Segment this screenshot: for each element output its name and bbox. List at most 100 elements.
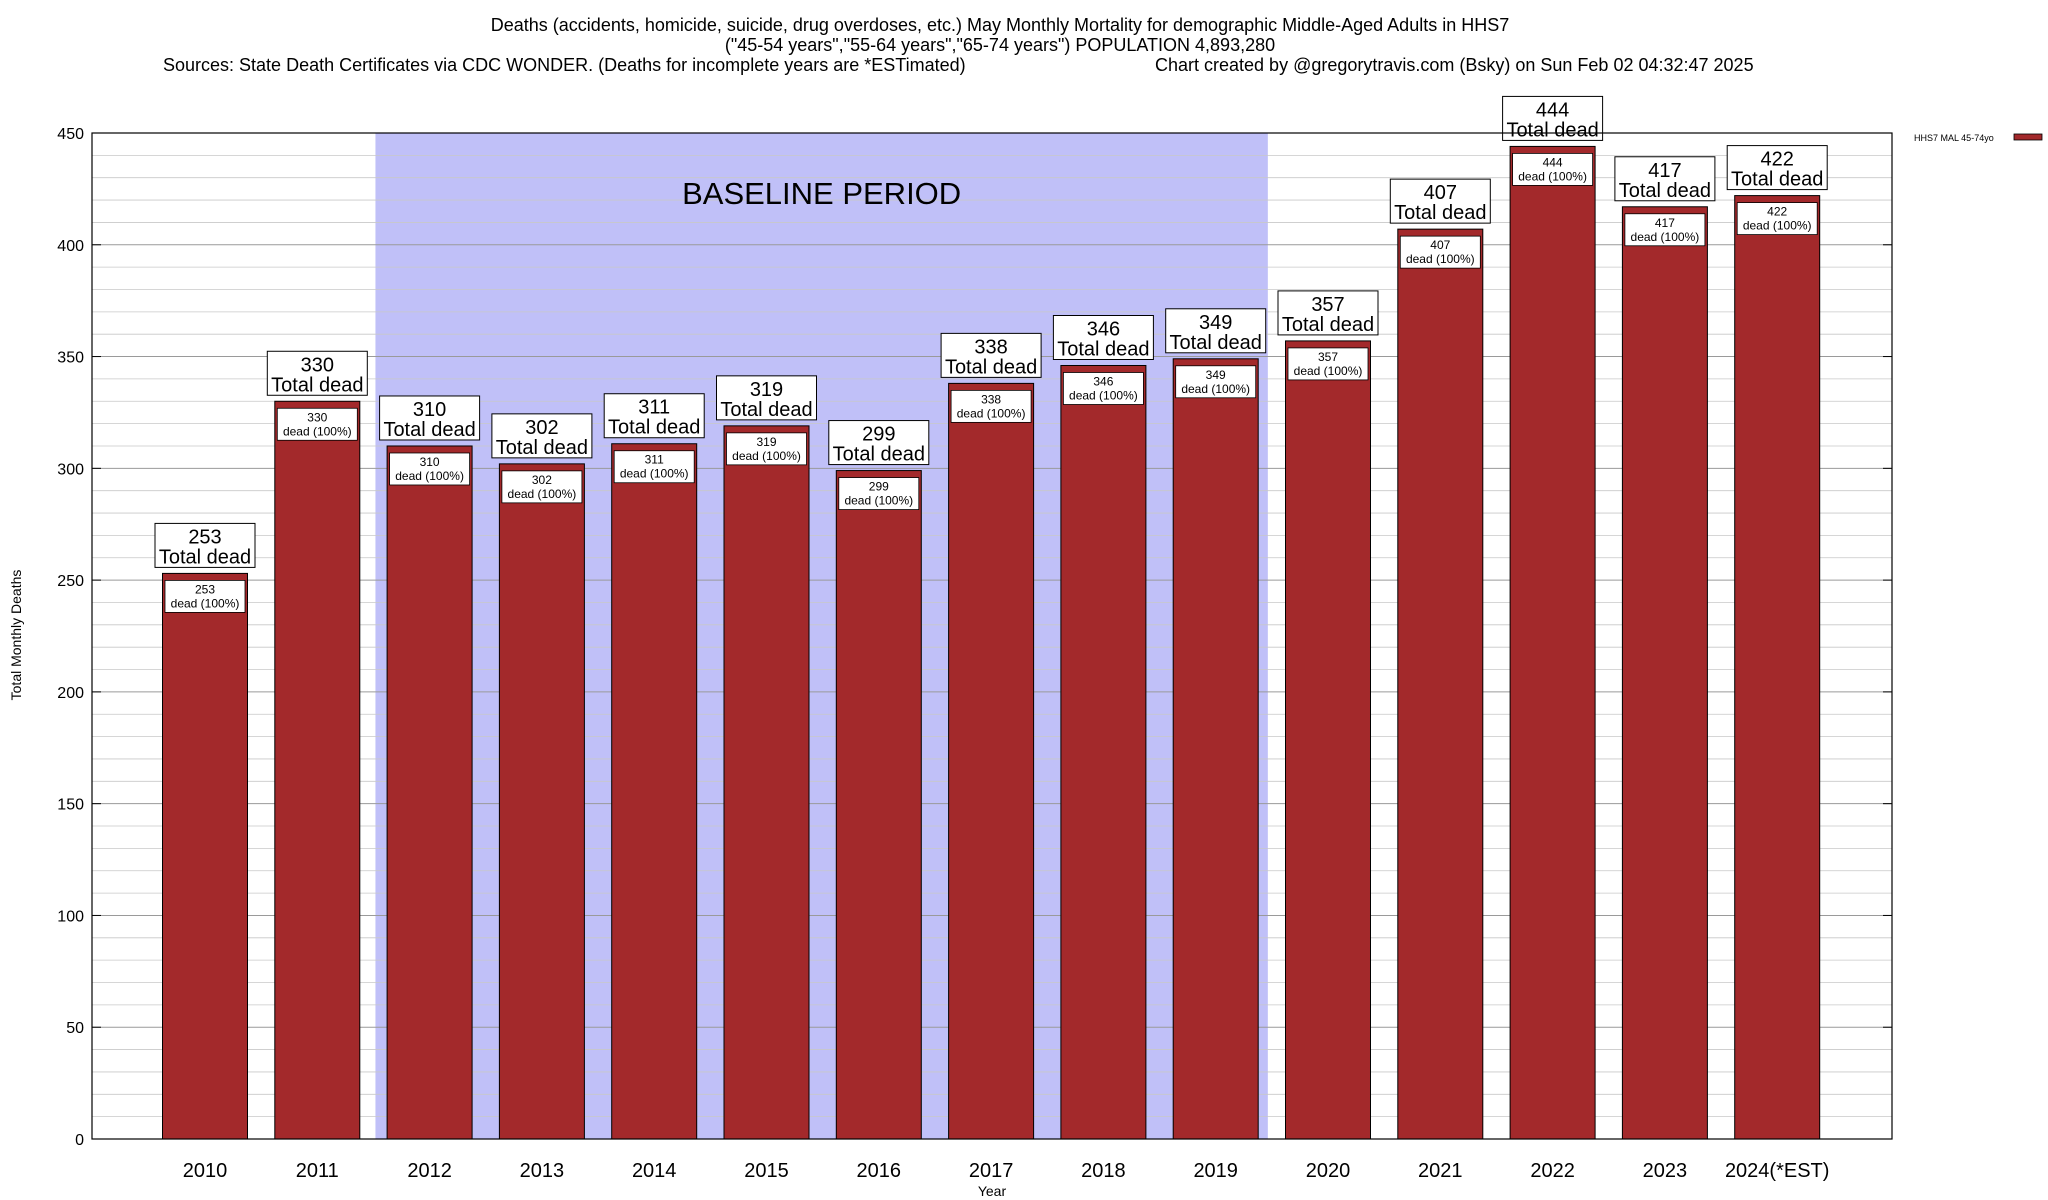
bar-top-label-box xyxy=(1726,145,1828,191)
bar-inner-label: dead (100%) xyxy=(1406,252,1475,266)
plot-frame xyxy=(91,132,1893,1140)
bar-top-value: 346 xyxy=(1087,318,1120,340)
bar xyxy=(1509,145,1596,1140)
bar-top-value: 299 xyxy=(862,424,895,446)
bar xyxy=(274,400,361,1140)
x-tick-label: 2024(*EST) xyxy=(1725,1160,1830,1182)
y-tick-label: 350 xyxy=(57,350,84,367)
bar-inner-label-box xyxy=(613,450,695,484)
bar-inner-label: dead (100%) xyxy=(620,467,689,481)
bar-top-value: 444 xyxy=(1536,99,1569,121)
bar-top-label: Total dead xyxy=(383,419,475,441)
bar-inner-label: dead (100%) xyxy=(844,494,913,508)
bar-top-label: Total dead xyxy=(833,444,925,466)
bar-inner-label-box xyxy=(389,452,471,486)
bar xyxy=(611,443,698,1140)
bar-inner-label-box xyxy=(276,407,358,441)
bar xyxy=(835,470,922,1140)
bar-top-label: Total dead xyxy=(1619,180,1711,202)
bar xyxy=(1397,228,1484,1140)
y-tick-label: 200 xyxy=(57,685,84,702)
bar-inner-label-box xyxy=(726,432,807,466)
bar-inner-label-box xyxy=(1399,235,1481,269)
bar xyxy=(723,425,810,1140)
bar-top-value: 310 xyxy=(413,399,446,421)
bar-top-value: 349 xyxy=(1199,312,1232,334)
x-tick-label: 2011 xyxy=(296,1160,339,1182)
bar-top-value: 357 xyxy=(1311,294,1344,316)
legend-label: HHS7 MAL 45-74yo xyxy=(1914,133,1994,143)
bar-top-value: 319 xyxy=(750,379,783,401)
bar-top-label-box xyxy=(266,350,368,396)
bar-inner-value: 302 xyxy=(532,473,552,487)
bar-top-value: 253 xyxy=(188,526,221,548)
bar-inner-value: 422 xyxy=(1767,205,1787,219)
bar-top-value: 311 xyxy=(638,397,670,419)
chart-title: Deaths (accidents, homicide, suicide, dr… xyxy=(491,15,1509,35)
bar-inner-label: dead (100%) xyxy=(957,406,1026,420)
bar-top-value: 338 xyxy=(974,336,1007,358)
bar-inner-value: 346 xyxy=(1093,374,1113,388)
chart-subtitle: ("45-54 years","55-64 years","65-74 year… xyxy=(725,35,1275,55)
bar-top-value: 417 xyxy=(1648,160,1681,182)
bar xyxy=(948,382,1035,1140)
bar xyxy=(1734,195,1821,1140)
bar-top-value: 330 xyxy=(301,354,334,376)
x-tick-label: 2023 xyxy=(1643,1160,1688,1182)
x-tick-label: 2017 xyxy=(969,1160,1014,1182)
bar-inner-label: dead (100%) xyxy=(1518,169,1587,183)
bar-inner-label-box xyxy=(1063,372,1144,405)
bar-top-value: 407 xyxy=(1424,182,1457,204)
y-tick-label: 150 xyxy=(57,797,84,814)
bar-top-label-box xyxy=(154,522,256,568)
bar-inner-value: 253 xyxy=(195,582,215,596)
bar-inner-label: dead (100%) xyxy=(1181,382,1250,396)
y-axis-title: Total Monthly Deaths xyxy=(8,570,24,701)
bar xyxy=(1060,364,1147,1140)
bar-inner-value: 299 xyxy=(869,480,889,494)
bar-top-label: Total dead xyxy=(1731,169,1823,191)
bar-top-label-box xyxy=(828,420,930,466)
x-tick-label: 2013 xyxy=(520,1160,565,1182)
bar-top-label-box xyxy=(1614,156,1716,202)
bar-top-label-box xyxy=(940,332,1042,378)
x-tick-label: 2015 xyxy=(744,1160,789,1182)
bar-top-label: Total dead xyxy=(1057,338,1149,360)
bar-inner-value: 407 xyxy=(1430,238,1450,252)
bar-top-label: Total dead xyxy=(945,356,1037,378)
bar-top-label-box xyxy=(1165,308,1267,354)
y-tick-label: 0 xyxy=(75,1132,84,1149)
legend-swatch xyxy=(2013,133,2043,141)
bar-inner-label: dead (100%) xyxy=(395,469,464,483)
bar-inner-value: 311 xyxy=(645,453,664,467)
bar-inner-label-box xyxy=(1624,213,1706,247)
bar-top-label: Total dead xyxy=(1282,314,1374,336)
bar-inner-label-box xyxy=(838,477,920,510)
x-tick-label: 2021 xyxy=(1418,1160,1463,1182)
x-tick-label: 2010 xyxy=(183,1160,228,1182)
bar-inner-label-box xyxy=(1287,347,1369,381)
bar-top-label-box xyxy=(603,393,705,439)
baseline-period-label: BASELINE PERIOD xyxy=(682,176,961,211)
sources-note: Sources: State Death Certificates via CD… xyxy=(163,55,966,75)
bar-top-label-box xyxy=(1277,290,1379,336)
bar-inner-label-box xyxy=(1512,153,1593,186)
bar-inner-value: 310 xyxy=(420,455,440,469)
bar-top-label: Total dead xyxy=(720,399,812,421)
bar-inner-label: dead (100%) xyxy=(1069,388,1138,402)
x-tick-label: 2018 xyxy=(1081,1160,1126,1182)
credit-note: Chart created by @gregorytravis.com (Bsk… xyxy=(1155,55,1754,75)
bar xyxy=(162,572,248,1140)
x-tick-label: 2022 xyxy=(1530,1160,1575,1182)
bar xyxy=(1172,358,1259,1140)
bar-top-value: 302 xyxy=(525,417,558,439)
x-tick-label: 2019 xyxy=(1193,1160,1238,1182)
y-tick-label: 50 xyxy=(66,1020,84,1037)
bar xyxy=(1285,340,1371,1140)
bar-top-label: Total dead xyxy=(496,437,588,459)
bar-top-label-box xyxy=(379,395,481,441)
bar-inner-value: 338 xyxy=(981,392,1001,406)
bar-top-label-box xyxy=(1052,314,1154,360)
axis-layer: 0 50 100 150 200 250 300 350 400 450 2010 2011 2012 2… xyxy=(57,126,1892,1182)
